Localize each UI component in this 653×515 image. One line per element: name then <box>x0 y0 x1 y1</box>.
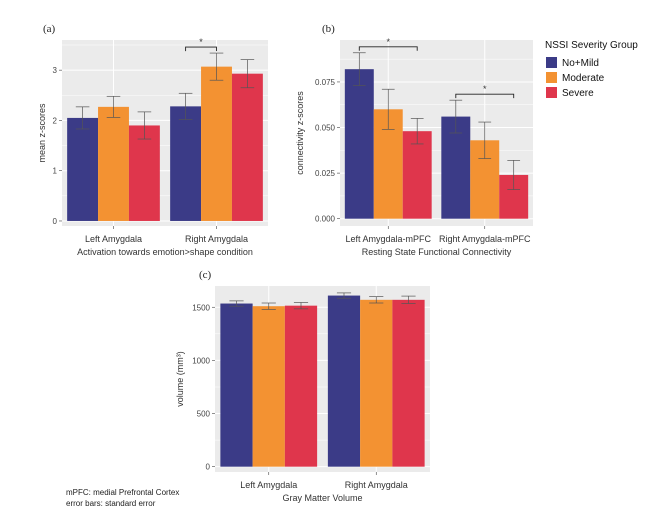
panel-2-bar-no-mild-1 <box>344 69 374 219</box>
panel-1-bar-moderate-1 <box>98 106 129 221</box>
footnote-error-bars: error bars: standard error <box>66 499 156 508</box>
panel-3-bar-severe-1 <box>284 305 318 467</box>
panel-3-ytick-label: 500 <box>197 410 211 419</box>
panel-2-significance-bracket <box>358 46 418 51</box>
panel-1-significance-label: * <box>199 37 203 47</box>
panel-2-significance-label: * <box>483 84 487 94</box>
panel-1-bar-no-mild-2 <box>170 106 202 221</box>
legend-label-3: Severe <box>562 88 594 99</box>
panel-3-ytick-label: 1500 <box>192 303 210 312</box>
panel-2-ytick-label: 0.025 <box>315 169 336 178</box>
panel-2-letter: (b) <box>322 23 335 35</box>
panel-1-bar-moderate-2 <box>201 66 232 221</box>
panel-1-bar-severe-2 <box>231 73 263 221</box>
panel-2-significance-label: * <box>386 37 390 47</box>
legend-swatch-1 <box>546 57 557 68</box>
panel-3-bar-no-mild-1 <box>220 303 253 467</box>
panel-1-significance-bracket <box>185 46 217 52</box>
panel-1-ytick-label: 0 <box>53 217 58 226</box>
panel-3-ytick-label: 1000 <box>192 356 210 365</box>
panel-1-ytick-label: 1 <box>53 167 58 176</box>
panel-2-ytick-label: 0.000 <box>315 215 336 224</box>
panel-2-bar-no-mild-2 <box>441 116 471 219</box>
panel-3-bar-no-mild-2 <box>327 295 361 467</box>
panel-1-bar-severe-1 <box>128 125 160 221</box>
panel-1-bar-no-mild-1 <box>67 117 99 221</box>
panel-2-xtick-label: Left Amygdala-mPFC <box>345 234 431 244</box>
panel-2-bar-severe-1 <box>402 131 432 219</box>
panel-1-xtick-label: Right Amygdala <box>185 234 248 244</box>
panel-1-xlabel: Activation towards emotion>shape conditi… <box>77 247 253 257</box>
panel-3-ytick-label: 0 <box>206 463 211 472</box>
panel-3-xtick-label: Right Amygdala <box>345 480 408 490</box>
panel-1-ytick-label: 2 <box>53 116 58 125</box>
panel-2-ytick-label: 0.075 <box>315 78 336 87</box>
panel-1-letter: (a) <box>43 23 56 35</box>
legend-label-2: Moderate <box>562 73 605 84</box>
panel-2-significance-bracket <box>455 93 515 99</box>
panel-3-xtick-label: Left Amygdala <box>240 480 297 490</box>
panel-3-bar-moderate-2 <box>360 299 393 467</box>
legend-swatch-2 <box>546 72 557 83</box>
footnote-mpfc: mPFC: medial Prefrontal Cortex <box>66 488 180 497</box>
panel-1-xtick-label: Left Amygdala <box>85 234 142 244</box>
panel-3-bar-moderate-1 <box>252 306 285 467</box>
panel-1-ylabel: mean z-scores <box>37 103 47 163</box>
panel-3-bar-severe-2 <box>392 299 425 467</box>
legend-label-1: No+Mild <box>562 58 599 69</box>
panel-3-letter: (c) <box>199 269 212 281</box>
panel-1-ytick-label: 3 <box>53 66 58 75</box>
panel-2-ylabel: connectivity z-scores <box>295 91 305 175</box>
panel-2-ytick-label: 0.050 <box>315 124 336 133</box>
panel-3-ylabel: volume (mm³) <box>175 351 185 407</box>
panel-2-xtick-label: Right Amygdala-mPFC <box>439 234 531 244</box>
legend-swatch-3 <box>546 87 557 98</box>
panel-3-xlabel: Gray Matter Volume <box>282 493 362 503</box>
panel-2-xlabel: Resting State Functional Connectivity <box>362 247 512 257</box>
legend-title: NSSI Severity Group <box>545 40 638 51</box>
